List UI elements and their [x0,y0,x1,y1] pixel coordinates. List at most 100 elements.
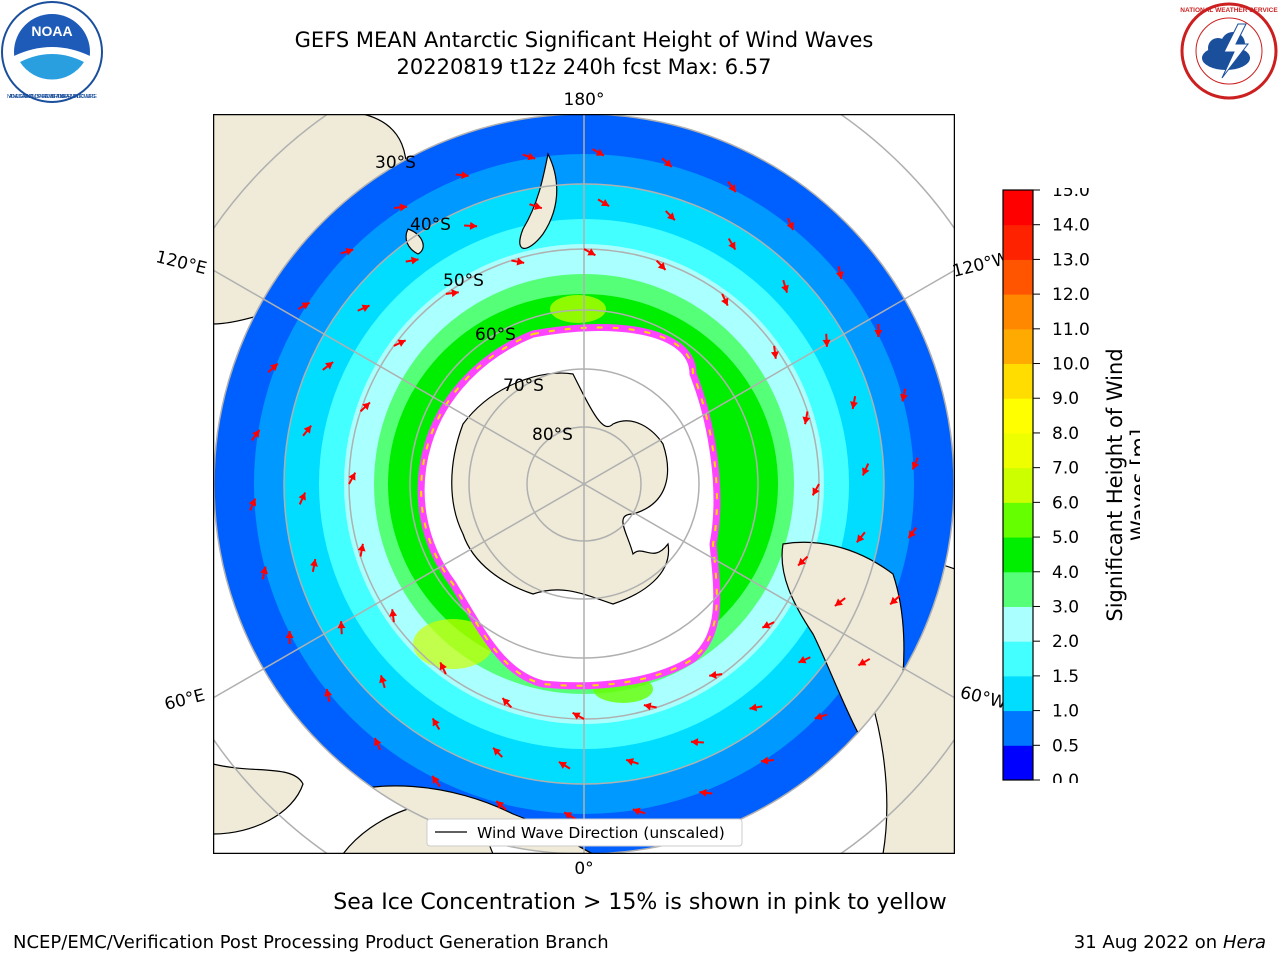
colorbar-segment [1003,363,1033,399]
wave-direction-arrowhead [397,339,406,347]
credit-line: NCEP/EMC/Verification Post Processing Pr… [13,932,609,953]
wave-direction-arrowhead [558,761,567,769]
colorbar-tick-label: 11.0 [1052,320,1090,340]
wave-direction-arrowhead [667,212,675,221]
colorbar-tick-label: 12.0 [1052,285,1090,305]
wave-direction-arrowhead [798,557,806,566]
lon-label-0: 0° [574,859,593,879]
wave-direction-arrowhead [587,248,596,256]
lat-label-80: 80°S [532,425,573,445]
colorbar-label-line1: Significant Height of Wind [1103,348,1127,621]
wave-direction-arrowhead [749,703,758,712]
wave-direction-arrowhead [781,284,789,293]
wave-direction-arrowhead [461,171,469,180]
wave-direction-arrowhead [721,297,729,306]
wave-direction-arrowhead [663,159,672,167]
colorbar-segment [1003,398,1033,434]
colorbar-tick-label: 14.0 [1052,216,1090,236]
wave-direction-arrowhead [362,402,370,411]
sea-ice-note: Sea Ice Concentration > 15% is shown in … [333,890,947,915]
colorbar-tick-label: 10.0 [1052,355,1090,375]
chart-subtitle: 20220819 t12z 240h fcst Max: 6.57 [396,55,772,79]
wave-direction-arrowhead [709,670,717,679]
wave-field [214,114,954,854]
wave-direction-arrowhead [410,256,419,265]
colorbar-segment [1003,502,1033,538]
nws-logo-caption: NATIONAL WEATHER SERVICE [1180,7,1278,14]
wave-direction-arrowhead [908,530,916,539]
colorbar-segment [1003,328,1033,365]
colorbar-tick-label: 0.5 [1052,736,1079,756]
colorbar-tick-label: 15.0 [1052,188,1090,201]
colorbar-tick-label: 5.0 [1052,528,1079,548]
wave-direction-arrowhead [348,472,356,481]
wave-direction-arrowhead [874,330,883,338]
noaa-logo-icon: NOAA NATIONAL OCEANIC AND ATMOSPHERIC AD… [1,1,103,103]
wave-direction-arrowhead [850,401,858,409]
wave-direction-arrowhead [432,775,440,784]
colorbar-segment [1003,710,1033,746]
date-stamp: 31 Aug 2022 on Hera [1074,932,1266,953]
wave-direction-arrowhead [900,393,908,402]
wave-direction-arrowhead [516,257,525,266]
colorbar-tick-label: 8.0 [1052,424,1079,444]
colorbar-tick-label: 7.0 [1052,459,1079,479]
wave-direction-arrowhead [595,148,604,156]
wave-direction-arrowhead [699,788,707,797]
wave-direction-arrowhead [798,656,807,664]
colorbar-tick-label: 2.0 [1052,632,1079,652]
wave-direction-arrowhead [812,487,820,496]
lat-label-40: 40°S [410,215,451,235]
nws-logo-icon: NATIONAL WEATHER SERVICE [1180,2,1278,100]
wave-direction-arrowhead [432,718,440,727]
wave-direction-arrowhead [802,416,811,425]
wave-direction-arrowhead [502,698,511,706]
wave-direction-arrowhead [298,492,306,501]
wave-direction-arrowhead [786,222,794,231]
colorbar-frame [1002,189,1034,781]
colorbar-label-line2: Waves [m] [1127,429,1140,541]
wave-direction-arrowhead [814,712,823,721]
lat-label-50: 50°S [443,271,484,291]
lat-label-70: 70°S [503,376,544,396]
lon-label-60e: 60°E [163,686,207,715]
wave-direction-arrowhead [834,598,843,606]
wave-direction-arrowhead [345,247,354,256]
colorbar-tick-label: 6.0 [1052,493,1079,513]
antarctica-landmass [451,372,670,605]
wave-direction-arrowhead [601,199,610,207]
wave-direction-arrowhead [728,184,736,193]
wave-direction-arrowhead [337,621,346,629]
map-legend: Wind Wave Direction (unscaled) [426,818,743,847]
colorbar-tick-label: 13.0 [1052,250,1090,270]
colorbar-tick-label: 4.0 [1052,563,1079,583]
wave-direction-arrowhead [451,289,459,298]
colorbar-tick-label: 1.5 [1052,667,1079,687]
wave-direction-arrowhead [379,675,387,684]
wave-direction-arrowhead [252,429,260,438]
colorbar-segment [1003,537,1033,573]
chart-title: GEFS MEAN Antarctic Significant Height o… [294,28,874,52]
wave-direction-arrowhead [439,662,447,671]
lon-label-120e: 120°E [154,247,209,279]
wave-direction-arrowhead [527,152,536,161]
polar-map: 30°S 40°S 50°S 60°S 70°S 80°S Wind Wave … [213,114,955,854]
wave-direction-arrowhead [533,202,542,210]
wave-direction-arrowhead [890,596,899,605]
wave-direction-arrowhead [822,339,831,347]
wave-direction-arrowhead [357,543,366,552]
wave-direction-arrowhead [324,688,333,697]
colorbar-segments [1003,190,1033,781]
colorbar-segment [1003,606,1033,642]
wave-direction-arrowhead [303,425,312,434]
wave-direction-arrowhead [858,658,867,666]
lat-label-60: 60°S [475,325,516,345]
wave-direction-arrowhead [657,262,666,270]
colorbar-segment [1003,745,1033,781]
wave-direction-arrowhead [762,621,771,629]
map-frame [213,114,955,854]
wave-direction-arrowhead [389,609,398,617]
wave-direction-arrowhead [728,241,736,250]
legend-label: Wind Wave Direction (unscaled) [477,824,725,842]
host-name: Hera [1222,932,1266,953]
